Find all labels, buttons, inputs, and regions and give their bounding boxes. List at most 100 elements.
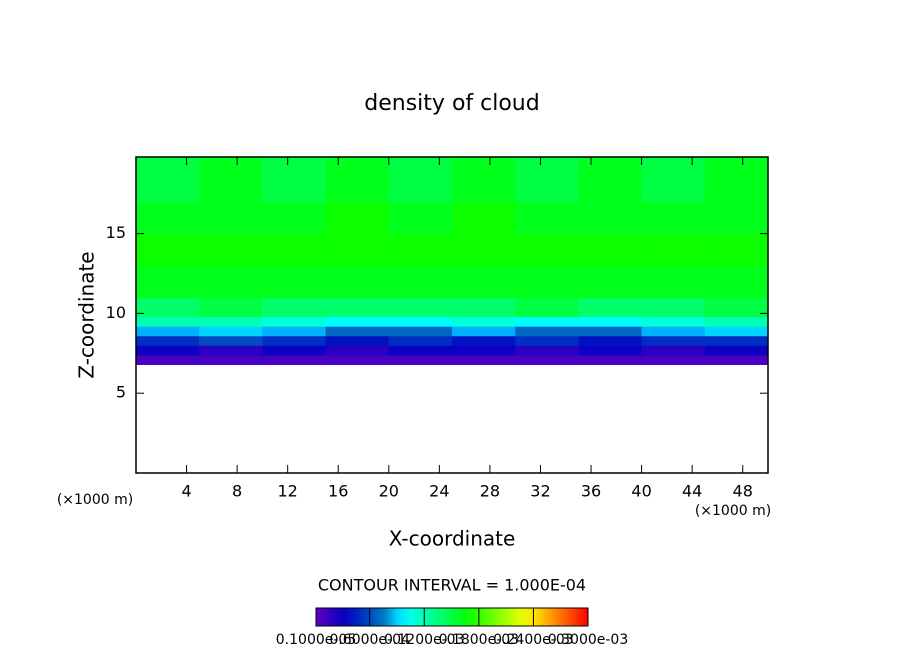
x-tick-label: 28 (480, 482, 500, 501)
y-tick-label: 15 (106, 223, 126, 242)
heat-cell (578, 335, 643, 346)
heat-cell (452, 316, 516, 327)
heat-cell (136, 233, 200, 267)
heat-cell (325, 157, 390, 203)
heat-cell (199, 354, 263, 365)
heat-cell (388, 335, 453, 346)
heat-cell (325, 316, 390, 327)
heat-cell (199, 345, 263, 356)
heat-cell (452, 265, 516, 298)
heat-cell (262, 157, 327, 203)
x-tick-label: 4 (181, 482, 191, 501)
heat-cell (515, 326, 579, 337)
heat-cell (641, 265, 706, 298)
heat-cell (262, 326, 327, 337)
heat-cell (704, 157, 769, 203)
heat-cell (325, 354, 390, 365)
heat-cell (704, 265, 769, 298)
heat-cell (641, 326, 706, 337)
x-tick-label: 32 (530, 482, 550, 501)
heat-cell (136, 265, 200, 298)
heat-cell (515, 157, 579, 203)
heat-cell (704, 201, 769, 235)
heat-cell (515, 233, 579, 267)
heat-cell (578, 316, 643, 327)
heat-cell (515, 354, 579, 365)
heat-cell (199, 233, 263, 267)
heat-cell (136, 335, 200, 346)
heat-cell (199, 316, 263, 327)
chart-title: density of cloud (364, 91, 539, 116)
heat-cell (452, 345, 516, 356)
heat-cell (136, 157, 200, 203)
x-tick-label: 48 (733, 482, 753, 501)
heat-cell (262, 335, 327, 346)
y-axis-label: Z-coordinate (75, 251, 99, 378)
heat-cell (388, 233, 453, 267)
heat-cell (515, 345, 579, 356)
y-unit-label: (×1000 m) (57, 492, 133, 508)
heat-cell (452, 326, 516, 337)
heat-cell (452, 297, 516, 318)
heat-cell (325, 335, 390, 346)
heat-cell (136, 345, 200, 356)
heat-cell (641, 345, 706, 356)
x-tick-label: 8 (232, 482, 242, 501)
heat-cell (388, 345, 453, 356)
heat-cell (199, 157, 263, 203)
heat-cell (515, 316, 579, 327)
colorbar-label: 0.1000e-05 (276, 632, 356, 648)
heat-cell (136, 201, 200, 235)
heat-cell (325, 297, 390, 318)
colorbar-label: 0.2400e-03 (493, 632, 573, 648)
heat-cell (704, 297, 769, 318)
x-tick-label: 44 (682, 482, 702, 501)
heat-cell (136, 326, 200, 337)
heat-cell (325, 345, 390, 356)
heat-cell (515, 335, 579, 346)
x-unit-label: (×1000 m) (695, 503, 771, 519)
x-tick-label: 20 (379, 482, 399, 501)
heat-cell (388, 297, 453, 318)
heat-cell (641, 201, 706, 235)
heat-cell (388, 326, 453, 337)
heat-cell (325, 233, 390, 267)
heat-cell (325, 201, 390, 235)
heat-cell (388, 265, 453, 298)
colorbar (315, 607, 589, 627)
colorbar-label: 0.1200e-03 (384, 632, 464, 648)
heat-cell (641, 297, 706, 318)
heat-cell (262, 345, 327, 356)
heat-cell (262, 316, 327, 327)
heat-cell (704, 326, 769, 337)
heat-cell (325, 265, 390, 298)
heat-cell (388, 354, 453, 365)
heat-cell (199, 326, 263, 337)
heat-cell (262, 265, 327, 298)
heat-cell (262, 201, 327, 235)
heat-cell (452, 157, 516, 203)
heat-cell (388, 201, 453, 235)
x-tick-label: 36 (581, 482, 601, 501)
x-axis-label: X-coordinate (389, 527, 516, 551)
heat-cell (641, 316, 706, 327)
heat-cell (578, 297, 643, 318)
colorbar-label: 0.6000e-04 (329, 632, 410, 648)
heat-cell (704, 233, 769, 267)
x-tick-label: 40 (631, 482, 651, 501)
heat-cell (136, 297, 200, 318)
heat-cell (704, 345, 769, 356)
heat-cell (262, 297, 327, 318)
heat-cell (515, 201, 579, 235)
heat-cell (578, 157, 643, 203)
heat-cell (199, 265, 263, 298)
heat-cell (641, 354, 706, 365)
heat-cell (578, 201, 643, 235)
heat-cell (578, 326, 643, 337)
heat-cell (515, 297, 579, 318)
heat-cell (578, 265, 643, 298)
heat-cell (578, 233, 643, 267)
heat-cell (452, 201, 516, 235)
y-tick-label: 5 (116, 383, 126, 402)
colorbar-label: 0.3000e-03 (548, 632, 628, 648)
